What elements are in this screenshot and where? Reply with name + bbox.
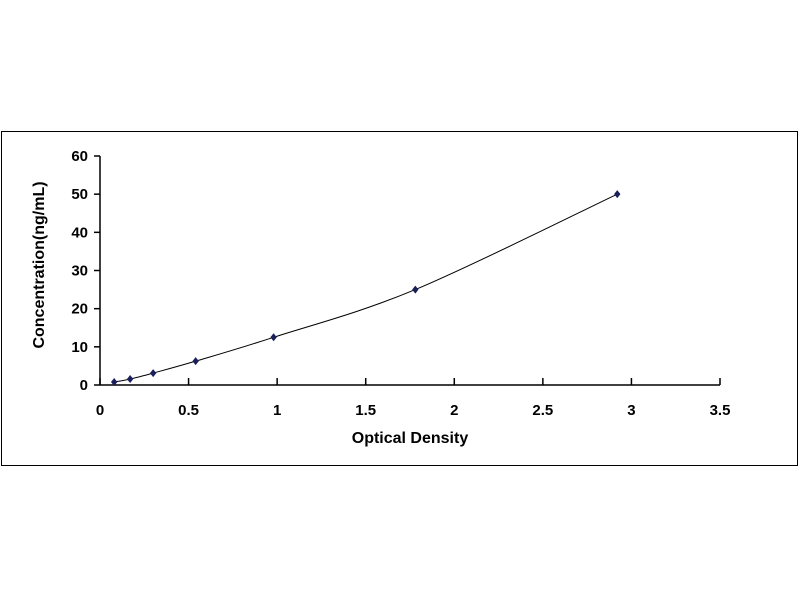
x-tick-label: 0.5 bbox=[178, 402, 199, 419]
x-tick-label: 1.5 bbox=[355, 402, 376, 419]
y-tick-label: 20 bbox=[71, 301, 88, 318]
data-point bbox=[614, 190, 621, 199]
y-tick-label: 30 bbox=[71, 263, 88, 280]
x-tick-label: 1 bbox=[273, 402, 281, 419]
y-tick-label: 50 bbox=[71, 186, 88, 203]
data-point bbox=[110, 378, 118, 387]
x-tick-label: 3.5 bbox=[710, 402, 731, 419]
x-tick-label: 3 bbox=[627, 402, 635, 419]
y-tick-label: 40 bbox=[71, 224, 88, 241]
y-tick-label: 10 bbox=[71, 339, 88, 356]
x-axis-label: Optical Density bbox=[352, 430, 469, 447]
x-tick-label: 2.5 bbox=[532, 402, 553, 419]
y-tick-label: 0 bbox=[80, 377, 88, 394]
data-point bbox=[126, 375, 134, 384]
y-tick-label: 60 bbox=[71, 148, 88, 165]
x-tick-label: 0 bbox=[96, 402, 104, 419]
data-point bbox=[270, 333, 277, 342]
y-axis-label: Concentration(ng/mL) bbox=[31, 181, 48, 348]
chart-frame bbox=[1, 131, 798, 466]
x-tick-label: 2 bbox=[450, 402, 458, 419]
data-point bbox=[149, 369, 157, 378]
data-point bbox=[192, 357, 199, 366]
data-point bbox=[412, 285, 419, 294]
trend-curve bbox=[114, 193, 618, 383]
